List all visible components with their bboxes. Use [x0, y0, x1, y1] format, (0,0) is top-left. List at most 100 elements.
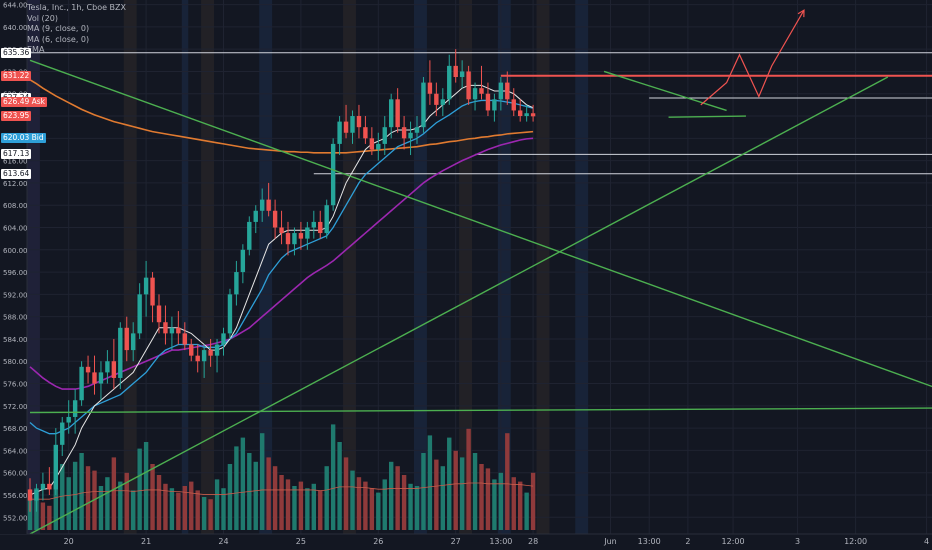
candle-body — [305, 227, 310, 239]
horizontal-levels — [27, 52, 932, 175]
volume-bar — [234, 446, 239, 530]
candle-body — [414, 127, 420, 133]
volume-bar — [214, 479, 220, 530]
volume-bar — [47, 505, 52, 530]
price-axis-label: 588.00 — [3, 314, 28, 322]
price-axis-label: 640.00 — [3, 24, 28, 32]
volume-bar — [111, 457, 117, 530]
volume-bar — [421, 453, 426, 530]
volume-bar — [505, 433, 510, 530]
ma-9-label[interactable]: MA (9, close, 0) — [27, 24, 90, 33]
candle-body — [498, 82, 504, 100]
candle-body — [72, 400, 78, 417]
price-axis-label: 612.00 — [3, 180, 28, 188]
volume-bar — [279, 475, 284, 530]
volume-bar — [118, 481, 123, 530]
volume-bar — [479, 464, 484, 530]
volume-indicator-label[interactable]: Vol (20) — [27, 13, 58, 23]
candle-body — [143, 277, 149, 295]
price-axis-label: 616.00 — [3, 158, 28, 166]
candle-body — [479, 88, 484, 94]
candle-body — [98, 372, 104, 384]
candle-body — [279, 227, 284, 234]
volume-bar — [124, 472, 129, 530]
volume-bar — [182, 486, 187, 530]
candle-body — [466, 71, 471, 100]
candle-body — [485, 93, 491, 111]
volume-bar — [498, 472, 504, 530]
candle-body — [376, 143, 381, 150]
volume-bar — [298, 481, 304, 530]
symbol-title[interactable]: Tesla, Inc., 1h, Cboe BZX — [27, 3, 127, 12]
candle-body — [234, 272, 239, 295]
volume-bar — [292, 486, 297, 530]
candle-body — [408, 132, 413, 139]
price-label: 635.36 — [1, 47, 32, 58]
session-band — [459, 0, 473, 534]
price-axis-label: 568.00 — [3, 425, 28, 433]
candle-body — [453, 65, 458, 78]
volume-bar — [137, 448, 142, 530]
candle-body — [530, 113, 536, 117]
projection-arrowhead — [797, 9, 805, 18]
volume-bar — [105, 477, 110, 530]
price-axis-background — [0, 0, 27, 534]
volume-ma-line — [30, 482, 534, 500]
candle-body — [356, 116, 362, 128]
candle-body — [195, 355, 200, 362]
session-band — [123, 0, 137, 534]
candle-body — [189, 344, 194, 356]
price-axis-label: 576.00 — [3, 381, 28, 389]
volume-bar — [240, 437, 246, 530]
volume-bar — [530, 472, 536, 530]
volume-bar — [524, 492, 529, 530]
candle-body — [440, 99, 445, 105]
price-label: 623.95 — [1, 111, 32, 122]
candle-body — [505, 82, 510, 100]
candle-body — [163, 322, 168, 334]
ma-6-label[interactable]: MA (6, close, 0) — [27, 34, 90, 44]
candle-body — [518, 110, 523, 117]
volume-bar — [434, 459, 439, 530]
candle-body — [337, 121, 342, 144]
candle-body — [105, 361, 110, 373]
volume-bars — [27, 424, 536, 530]
volume-bar — [311, 483, 316, 530]
candle-body — [85, 366, 91, 373]
time-axis-label: 25 — [296, 537, 306, 546]
session-band — [201, 0, 215, 534]
volume-bar — [414, 486, 420, 530]
candle-body — [221, 333, 226, 345]
volume-bar — [453, 450, 458, 530]
price-axis-label: 572.00 — [3, 403, 28, 411]
candle-body — [343, 121, 349, 133]
candle-body — [292, 233, 297, 245]
volume-bar — [440, 466, 445, 530]
volume-bar — [150, 464, 155, 530]
ema-label[interactable]: EMA — [27, 45, 45, 54]
volume-bar — [408, 483, 413, 530]
trendline — [668, 115, 746, 118]
time-axis-background — [0, 534, 932, 550]
price-axis-label: 556.00 — [3, 492, 28, 500]
trendline — [603, 70, 727, 112]
volume-bar — [382, 479, 387, 530]
candle-body — [253, 210, 258, 222]
price-axis-label: 608.00 — [3, 202, 28, 210]
candle-body — [285, 233, 291, 245]
price-axis-label: 592.00 — [3, 291, 28, 299]
candle-body — [492, 99, 497, 111]
ma-blue-line — [29, 99, 534, 435]
session-band — [181, 0, 189, 534]
candle-body — [324, 205, 329, 234]
volume-bar — [343, 457, 349, 530]
trendline — [29, 407, 932, 414]
volume-bar — [350, 470, 355, 530]
volume-bar — [459, 457, 465, 530]
chart-legend: Tesla, Inc., 1h, Cboe BZX Vol (20) MA (9… — [27, 3, 126, 56]
candle-body — [459, 71, 465, 78]
candle-body — [240, 249, 246, 273]
candle-body — [214, 344, 220, 356]
trendlines — [29, 59, 932, 535]
